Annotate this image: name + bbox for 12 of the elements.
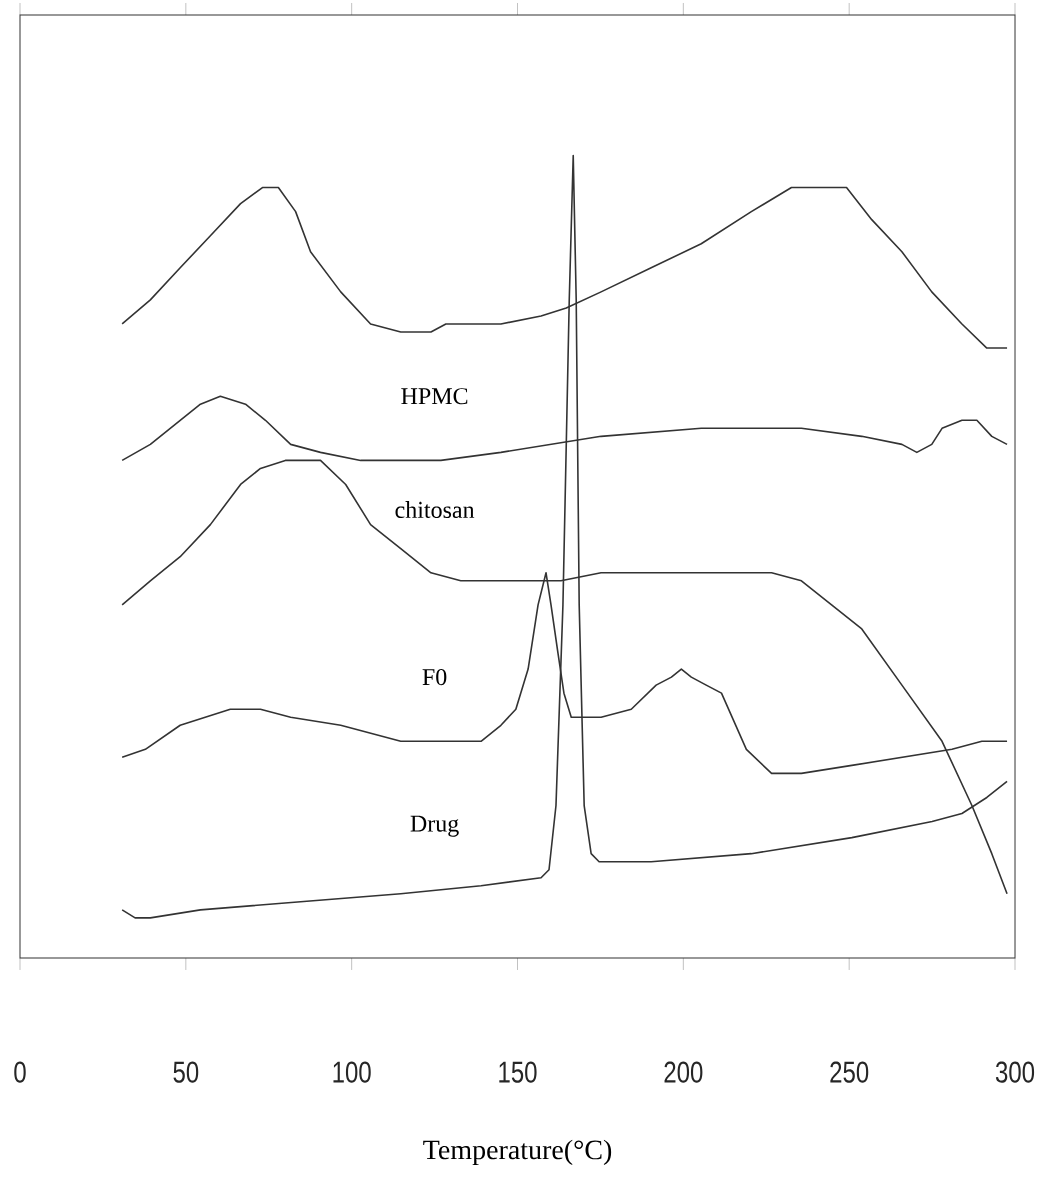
text: Drug <box>410 815 459 837</box>
x-tick-label: 100 <box>333 1061 371 1083</box>
x-tick-label: 0 <box>14 1061 26 1083</box>
text: F0 <box>422 669 447 686</box>
x-tick-label: 150 <box>499 1061 537 1083</box>
x-tick-label: 300 <box>995 1061 1035 1083</box>
x-tick-label: 200 <box>664 1061 703 1083</box>
x-tick-label: 250 <box>830 1061 869 1083</box>
series-label: chitosan <box>395 501 475 518</box>
x-tick-label: 50 <box>173 1061 199 1083</box>
text: HPMC <box>401 388 468 405</box>
x-axis-title: Temperature(°C) <box>423 1139 612 1166</box>
